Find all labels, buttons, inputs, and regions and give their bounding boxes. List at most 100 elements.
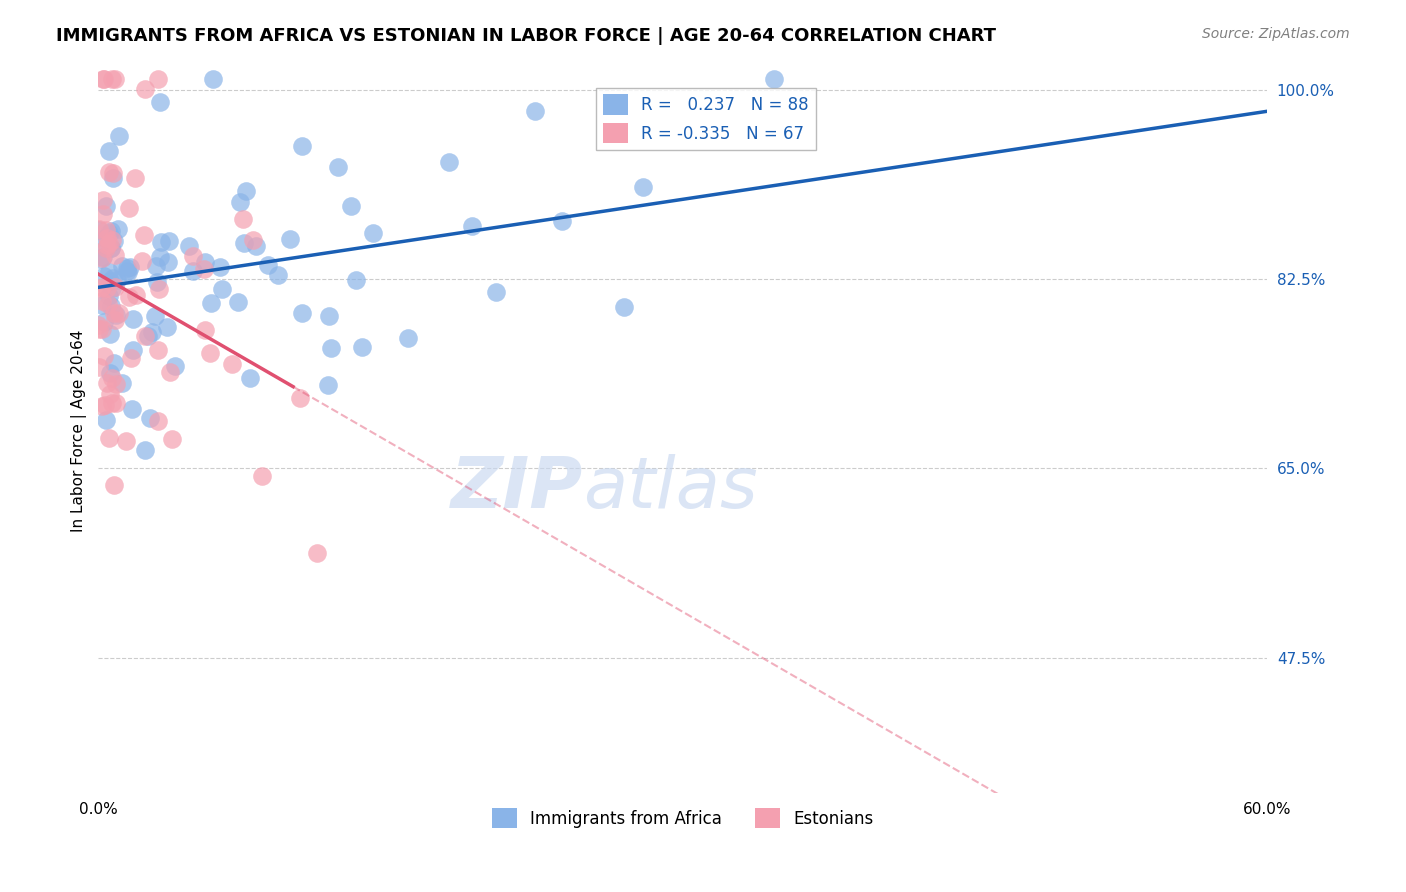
Point bbox=[631, 180, 654, 194]
Point bbox=[148, 414, 170, 428]
Point bbox=[307, 546, 329, 560]
Y-axis label: In Labor Force | Age 20-64: In Labor Force | Age 20-64 bbox=[72, 329, 87, 532]
Point bbox=[104, 248, 127, 262]
Point bbox=[211, 282, 233, 296]
Point bbox=[115, 434, 138, 448]
Point bbox=[107, 222, 129, 236]
Legend: Immigrants from Africa, Estonians: Immigrants from Africa, Estonians bbox=[485, 801, 880, 835]
Point bbox=[132, 228, 155, 243]
Point bbox=[250, 469, 273, 483]
Point bbox=[98, 274, 121, 288]
Point bbox=[87, 360, 110, 375]
Point bbox=[104, 280, 127, 294]
Point bbox=[94, 230, 117, 244]
Point bbox=[485, 285, 508, 299]
Point bbox=[100, 72, 122, 87]
Point bbox=[91, 250, 114, 264]
Point bbox=[439, 154, 461, 169]
Point bbox=[156, 255, 179, 269]
Point bbox=[118, 202, 141, 216]
Point bbox=[101, 395, 124, 409]
Point bbox=[181, 263, 204, 277]
Point bbox=[89, 222, 111, 236]
Point bbox=[201, 72, 224, 87]
Point bbox=[242, 233, 264, 247]
Point bbox=[98, 326, 121, 341]
Point bbox=[318, 309, 340, 323]
Point bbox=[134, 328, 156, 343]
Point bbox=[100, 299, 122, 313]
Point bbox=[163, 359, 186, 373]
Point bbox=[125, 287, 148, 301]
Point bbox=[256, 259, 278, 273]
Point bbox=[350, 340, 373, 354]
Point bbox=[159, 366, 181, 380]
Point bbox=[103, 356, 125, 370]
Point bbox=[160, 432, 183, 446]
Point bbox=[94, 241, 117, 255]
Point bbox=[98, 431, 121, 445]
Point bbox=[93, 268, 115, 283]
Point bbox=[111, 260, 134, 274]
Point bbox=[103, 478, 125, 492]
Point bbox=[229, 195, 252, 210]
Point bbox=[159, 234, 181, 248]
Point bbox=[149, 235, 172, 249]
Point bbox=[762, 72, 785, 87]
Point bbox=[87, 321, 110, 335]
Point bbox=[200, 295, 222, 310]
Point bbox=[98, 165, 121, 179]
Point bbox=[94, 223, 117, 237]
Point bbox=[104, 313, 127, 327]
Point bbox=[149, 95, 172, 109]
Point bbox=[91, 194, 114, 208]
Point bbox=[91, 280, 114, 294]
Point bbox=[134, 82, 156, 96]
Point bbox=[105, 273, 128, 287]
Point bbox=[156, 319, 179, 334]
Point bbox=[98, 236, 121, 251]
Point bbox=[149, 250, 172, 264]
Point bbox=[90, 294, 112, 309]
Point bbox=[117, 264, 139, 278]
Point bbox=[291, 139, 314, 153]
Point bbox=[139, 411, 162, 425]
Point bbox=[141, 325, 163, 339]
Point bbox=[94, 199, 117, 213]
Point bbox=[326, 160, 349, 174]
Point bbox=[91, 322, 114, 336]
Point bbox=[111, 376, 134, 390]
Point bbox=[181, 249, 204, 263]
Point bbox=[105, 396, 128, 410]
Point bbox=[96, 376, 118, 390]
Point bbox=[121, 402, 143, 417]
Point bbox=[245, 239, 267, 253]
Point bbox=[613, 300, 636, 314]
Point bbox=[96, 281, 118, 295]
Point bbox=[103, 306, 125, 320]
Point bbox=[193, 262, 215, 277]
Point bbox=[93, 72, 115, 87]
Text: IMMIGRANTS FROM AFRICA VS ESTONIAN IN LABOR FORCE | AGE 20-64 CORRELATION CHART: IMMIGRANTS FROM AFRICA VS ESTONIAN IN LA… bbox=[56, 27, 997, 45]
Point bbox=[124, 170, 146, 185]
Point bbox=[134, 443, 156, 458]
Point bbox=[267, 268, 290, 282]
Point bbox=[146, 343, 169, 357]
Point bbox=[101, 170, 124, 185]
Point bbox=[120, 260, 142, 274]
Point bbox=[100, 367, 122, 381]
Point bbox=[100, 241, 122, 255]
Point bbox=[101, 166, 124, 180]
Point bbox=[107, 305, 129, 319]
Point bbox=[319, 341, 342, 355]
Point bbox=[117, 265, 139, 279]
Point bbox=[98, 226, 121, 240]
Point bbox=[221, 357, 243, 371]
Point bbox=[316, 378, 339, 392]
Point bbox=[97, 265, 120, 279]
Point bbox=[104, 72, 127, 87]
Point bbox=[233, 236, 256, 251]
Point bbox=[97, 289, 120, 303]
Point bbox=[524, 103, 547, 118]
Point bbox=[288, 391, 311, 405]
